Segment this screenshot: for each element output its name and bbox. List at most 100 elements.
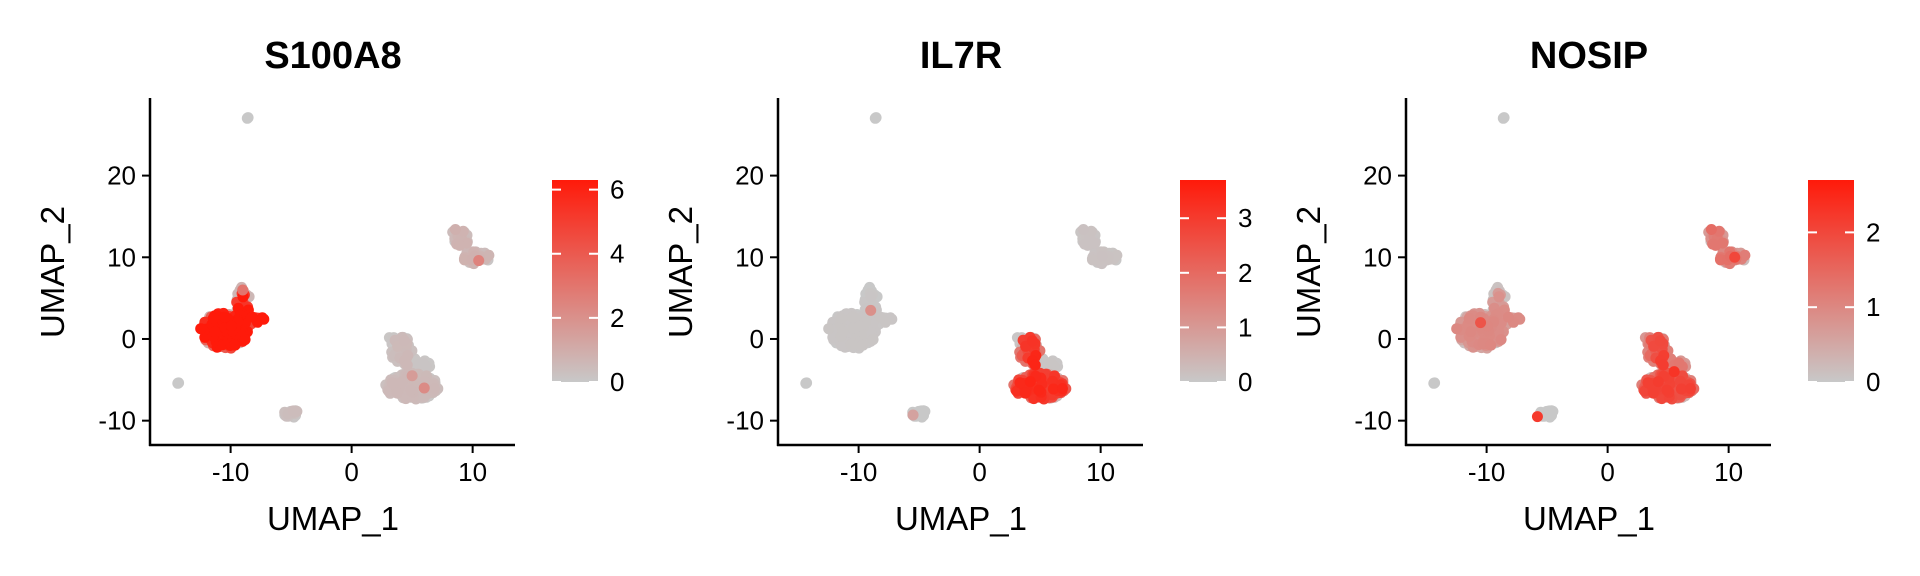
legend-tick-label: 6 bbox=[610, 175, 624, 205]
cell-point bbox=[865, 304, 877, 316]
cell-point bbox=[1014, 377, 1026, 389]
cell-point bbox=[867, 334, 879, 346]
plot-title: NOSIP bbox=[1530, 35, 1648, 77]
x-tick-label: -10 bbox=[212, 457, 250, 487]
cell-point bbox=[418, 382, 430, 394]
x-axis-label: UMAP_1 bbox=[267, 500, 399, 537]
y-tick-label: 20 bbox=[735, 161, 764, 191]
cell-point bbox=[857, 339, 868, 351]
cell-point bbox=[1475, 317, 1487, 329]
x-tick-label: 10 bbox=[1714, 457, 1743, 487]
cell-point bbox=[1739, 249, 1751, 261]
x-tick-label: 10 bbox=[1086, 457, 1115, 487]
y-tick-label: -10 bbox=[1354, 406, 1392, 436]
cell-point bbox=[449, 224, 461, 235]
cell-point bbox=[401, 359, 413, 371]
cell-point bbox=[209, 326, 221, 338]
cell-point bbox=[1024, 376, 1036, 388]
y-axis-label: UMAP_2 bbox=[662, 206, 699, 338]
cell-point bbox=[172, 377, 184, 389]
x-tick-label: 0 bbox=[344, 457, 358, 487]
cell-point bbox=[207, 312, 219, 324]
feature-plot-nosip: NOSIP -10 0 10 -10 0 10 20 UMAP_1 UMAP_2 0 1 2 bbox=[1290, 35, 1880, 537]
cell-point bbox=[1026, 335, 1038, 347]
cell-point bbox=[1531, 411, 1543, 423]
cell-point bbox=[874, 311, 886, 323]
y-tick-label: 10 bbox=[107, 242, 136, 272]
color-legend-bar bbox=[1808, 180, 1854, 382]
legend-tick-label: 3 bbox=[1238, 203, 1252, 233]
cell-point bbox=[1077, 224, 1089, 235]
cell-point bbox=[1485, 339, 1496, 351]
y-tick-label: -10 bbox=[726, 406, 764, 436]
cell-point bbox=[1493, 291, 1505, 303]
cell-point bbox=[865, 291, 877, 303]
cell-point bbox=[907, 409, 919, 421]
cell-point bbox=[429, 383, 440, 395]
x-axis-label: UMAP_1 bbox=[895, 500, 1027, 537]
scatter-points bbox=[172, 112, 495, 423]
y-tick-label: 20 bbox=[1363, 161, 1392, 191]
scatter-points bbox=[1428, 112, 1751, 423]
y-tick-label: 0 bbox=[1378, 324, 1392, 354]
cell-point bbox=[386, 377, 398, 389]
cell-point bbox=[237, 284, 249, 296]
y-axis-label: UMAP_2 bbox=[1290, 206, 1327, 338]
y-tick-label: 20 bbox=[107, 161, 136, 191]
cell-point bbox=[827, 331, 839, 343]
cell-point bbox=[1657, 359, 1669, 371]
y-tick-label: 0 bbox=[750, 324, 764, 354]
cell-point bbox=[800, 377, 812, 389]
cell-point bbox=[473, 255, 485, 267]
cell-point bbox=[406, 370, 418, 382]
cell-point bbox=[835, 312, 847, 324]
cell-point bbox=[1455, 331, 1467, 343]
legend-tick-label: 0 bbox=[1866, 367, 1880, 397]
cell-point bbox=[391, 387, 403, 399]
legend-tick-label: 0 bbox=[610, 367, 624, 397]
cell-point bbox=[1642, 377, 1654, 389]
cell-point bbox=[1675, 383, 1687, 395]
feature-plot-il7r: IL7R -10 0 10 -10 0 10 20 UMAP_1 UMAP_2 0 1 2 3 bbox=[662, 35, 1252, 537]
cell-point bbox=[1668, 366, 1680, 378]
cell-point bbox=[1705, 224, 1717, 235]
cell-point bbox=[1685, 383, 1696, 395]
legend-tick-label: 2 bbox=[610, 303, 624, 333]
cell-point bbox=[1673, 357, 1685, 369]
cell-point bbox=[219, 311, 231, 323]
cell-point bbox=[1111, 249, 1123, 261]
y-tick-label: 10 bbox=[1363, 242, 1392, 272]
cell-point bbox=[1045, 357, 1057, 369]
cell-point bbox=[1647, 387, 1659, 399]
feature-plot-s100a8: S100A8 -10 0 10 -10 0 10 20 UMAP_1 UMAP_2 0 2 4 6 bbox=[34, 35, 624, 537]
y-tick-label: -10 bbox=[98, 406, 136, 436]
cell-point bbox=[1096, 250, 1108, 262]
cell-point bbox=[398, 335, 410, 347]
plot-title: S100A8 bbox=[264, 35, 401, 77]
cell-point bbox=[195, 323, 207, 335]
x-tick-label: -10 bbox=[840, 457, 878, 487]
cell-point bbox=[405, 384, 417, 396]
cell-point bbox=[1654, 335, 1666, 347]
cell-point bbox=[854, 320, 865, 332]
x-tick-label: 10 bbox=[458, 457, 487, 487]
cell-point bbox=[1047, 383, 1059, 395]
scatter-points bbox=[800, 112, 1123, 423]
legend-tick-label: 1 bbox=[1238, 312, 1252, 342]
cell-point bbox=[1465, 326, 1477, 338]
legend-tick-label: 4 bbox=[610, 239, 624, 269]
legend-tick-label: 0 bbox=[1238, 367, 1252, 397]
cell-point bbox=[1428, 377, 1440, 389]
cell-point bbox=[199, 331, 211, 343]
plot-title: IL7R bbox=[920, 35, 1002, 77]
y-tick-label: 10 bbox=[735, 242, 764, 272]
cell-point bbox=[1057, 383, 1068, 395]
cell-point bbox=[454, 239, 466, 251]
cell-point bbox=[417, 357, 429, 369]
cell-point bbox=[1451, 323, 1463, 335]
legend-tick-label: 2 bbox=[1238, 258, 1252, 288]
x-tick-label: 0 bbox=[1600, 457, 1614, 487]
cell-point bbox=[226, 320, 237, 332]
cell-point bbox=[869, 112, 881, 124]
